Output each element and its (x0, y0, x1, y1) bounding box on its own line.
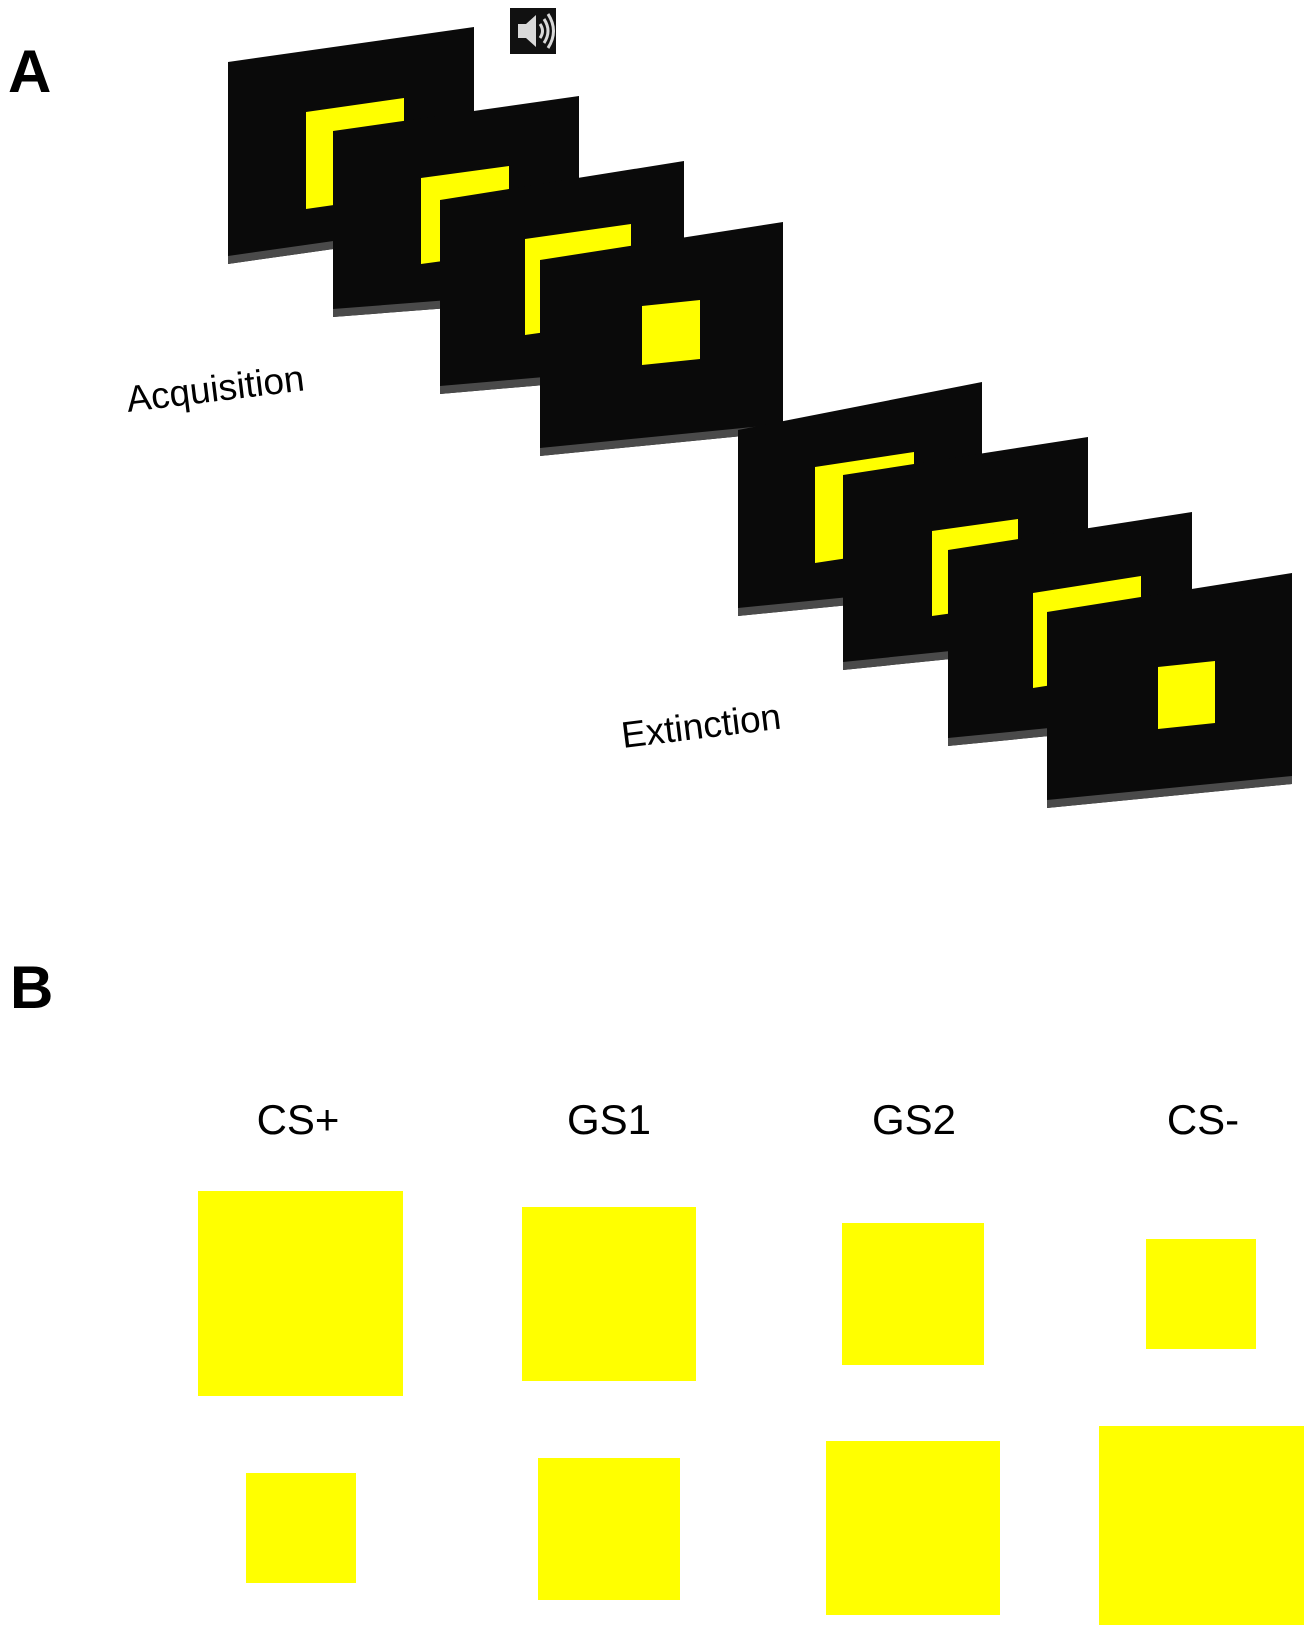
acquisition-frame-4 (540, 222, 783, 456)
stimulus-square-row1-gs2 (842, 1223, 984, 1365)
speaker-icon (510, 8, 556, 54)
extinction-stimulus-4 (1158, 661, 1215, 729)
stimulus-square-row2-cs-minus (1099, 1426, 1304, 1625)
acquisition-label: Acquisition (124, 357, 307, 420)
column-label-cs-plus: CS+ (257, 1096, 340, 1143)
extinction-label: Extinction (619, 696, 783, 756)
extinction-frame-4 (1047, 573, 1292, 808)
panel-a-label: A (8, 38, 51, 105)
column-label-gs2: GS2 (872, 1096, 956, 1143)
stimulus-square-row1-cs-minus (1146, 1239, 1256, 1349)
column-label-cs-minus: CS- (1167, 1096, 1239, 1143)
stimulus-square-row2-cs-plus (246, 1473, 356, 1583)
stimulus-square-row2-gs1 (538, 1458, 680, 1600)
column-label-gs1: GS1 (567, 1096, 651, 1143)
stimulus-square-row2-gs2 (826, 1441, 1000, 1615)
stimulus-square-row1-gs1 (522, 1207, 696, 1381)
acquisition-stimulus-4 (642, 300, 700, 365)
stimulus-square-row1-cs-plus (198, 1191, 403, 1396)
panel-b-label: B (10, 954, 53, 1021)
